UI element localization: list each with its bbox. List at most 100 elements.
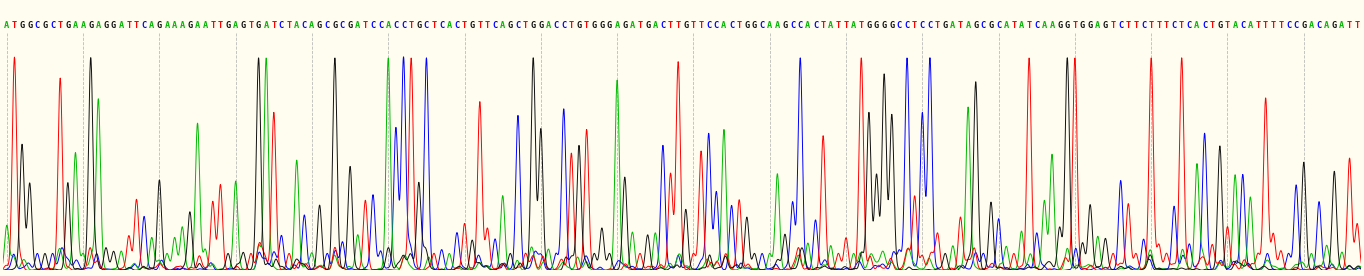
Text: C: C xyxy=(401,20,406,30)
Text: G: G xyxy=(1080,20,1086,30)
Text: T: T xyxy=(859,20,863,30)
Text: C: C xyxy=(492,20,498,30)
Text: A: A xyxy=(149,20,154,30)
Text: C: C xyxy=(798,20,803,30)
Text: C: C xyxy=(790,20,795,30)
Text: G: G xyxy=(1331,20,1337,30)
Text: T: T xyxy=(363,20,368,30)
Text: T: T xyxy=(698,20,704,30)
Text: A: A xyxy=(722,20,727,30)
Text: C: C xyxy=(996,20,1001,30)
Text: T: T xyxy=(1163,20,1169,30)
Text: T: T xyxy=(913,20,918,30)
Text: C: C xyxy=(278,20,284,30)
Text: A: A xyxy=(263,20,269,30)
Text: T: T xyxy=(522,20,528,30)
Text: T: T xyxy=(569,20,574,30)
Text: T: T xyxy=(1178,20,1184,30)
Text: A: A xyxy=(1248,20,1254,30)
Text: A: A xyxy=(80,20,86,30)
Text: A: A xyxy=(195,20,201,30)
Text: T: T xyxy=(843,20,848,30)
Text: T: T xyxy=(1271,20,1275,30)
Text: C: C xyxy=(1172,20,1177,30)
Text: G: G xyxy=(240,20,246,30)
Text: T: T xyxy=(1027,20,1031,30)
Text: G: G xyxy=(110,20,116,30)
Text: C: C xyxy=(371,20,375,30)
Text: G: G xyxy=(507,20,513,30)
Text: C: C xyxy=(325,20,330,30)
Text: A: A xyxy=(295,20,299,30)
Text: T: T xyxy=(1255,20,1260,30)
Text: G: G xyxy=(1103,20,1108,30)
Text: C: C xyxy=(50,20,55,30)
Text: T: T xyxy=(431,20,436,30)
Text: A: A xyxy=(1309,20,1314,30)
Text: G: G xyxy=(881,20,887,30)
Text: C: C xyxy=(301,20,307,30)
Text: A: A xyxy=(1042,20,1048,30)
Text: C: C xyxy=(424,20,430,30)
Text: C: C xyxy=(1293,20,1299,30)
Text: T: T xyxy=(1011,20,1016,30)
Text: A: A xyxy=(1233,20,1237,30)
Text: C: C xyxy=(728,20,734,30)
Text: G: G xyxy=(348,20,353,30)
Text: G: G xyxy=(783,20,787,30)
Text: A: A xyxy=(180,20,186,30)
Text: A: A xyxy=(767,20,772,30)
Text: G: G xyxy=(599,20,604,30)
Text: G: G xyxy=(416,20,421,30)
Text: A: A xyxy=(4,20,10,30)
Text: T: T xyxy=(12,20,18,30)
Text: A: A xyxy=(165,20,169,30)
Text: T: T xyxy=(127,20,131,30)
Text: T: T xyxy=(477,20,483,30)
Text: T: T xyxy=(821,20,825,30)
Text: G: G xyxy=(943,20,948,30)
Text: C: C xyxy=(660,20,666,30)
Text: T: T xyxy=(737,20,742,30)
Text: C: C xyxy=(516,20,521,30)
Text: C: C xyxy=(1140,20,1146,30)
Text: G: G xyxy=(752,20,757,30)
Text: G: G xyxy=(1057,20,1063,30)
Text: A: A xyxy=(1095,20,1101,30)
Text: T: T xyxy=(1125,20,1131,30)
Text: G: G xyxy=(42,20,48,30)
Text: T: T xyxy=(1225,20,1230,30)
Text: T: T xyxy=(584,20,589,30)
Text: C: C xyxy=(393,20,398,30)
Text: T: T xyxy=(637,20,642,30)
Text: A: A xyxy=(172,20,177,30)
Text: T: T xyxy=(1148,20,1154,30)
Text: T: T xyxy=(1278,20,1284,30)
Text: G: G xyxy=(1217,20,1222,30)
Text: A: A xyxy=(95,20,101,30)
Text: A: A xyxy=(386,20,391,30)
Text: A: A xyxy=(310,20,315,30)
Text: T: T xyxy=(1346,20,1352,30)
Text: T: T xyxy=(484,20,490,30)
Text: A: A xyxy=(72,20,78,30)
Text: T: T xyxy=(1110,20,1116,30)
Text: C: C xyxy=(554,20,559,30)
Text: G: G xyxy=(1087,20,1093,30)
Text: T: T xyxy=(210,20,216,30)
Text: G: G xyxy=(622,20,627,30)
Text: A: A xyxy=(966,20,971,30)
Text: G: G xyxy=(89,20,93,30)
Text: A: A xyxy=(233,20,239,30)
Text: T: T xyxy=(57,20,63,30)
Text: G: G xyxy=(157,20,162,30)
Text: C: C xyxy=(707,20,712,30)
Text: G: G xyxy=(645,20,651,30)
Text: C: C xyxy=(813,20,818,30)
Text: A: A xyxy=(546,20,551,30)
Text: T: T xyxy=(1210,20,1215,30)
Text: T: T xyxy=(1263,20,1269,30)
Text: C: C xyxy=(713,20,719,30)
Text: A: A xyxy=(652,20,657,30)
Text: A: A xyxy=(501,20,505,30)
